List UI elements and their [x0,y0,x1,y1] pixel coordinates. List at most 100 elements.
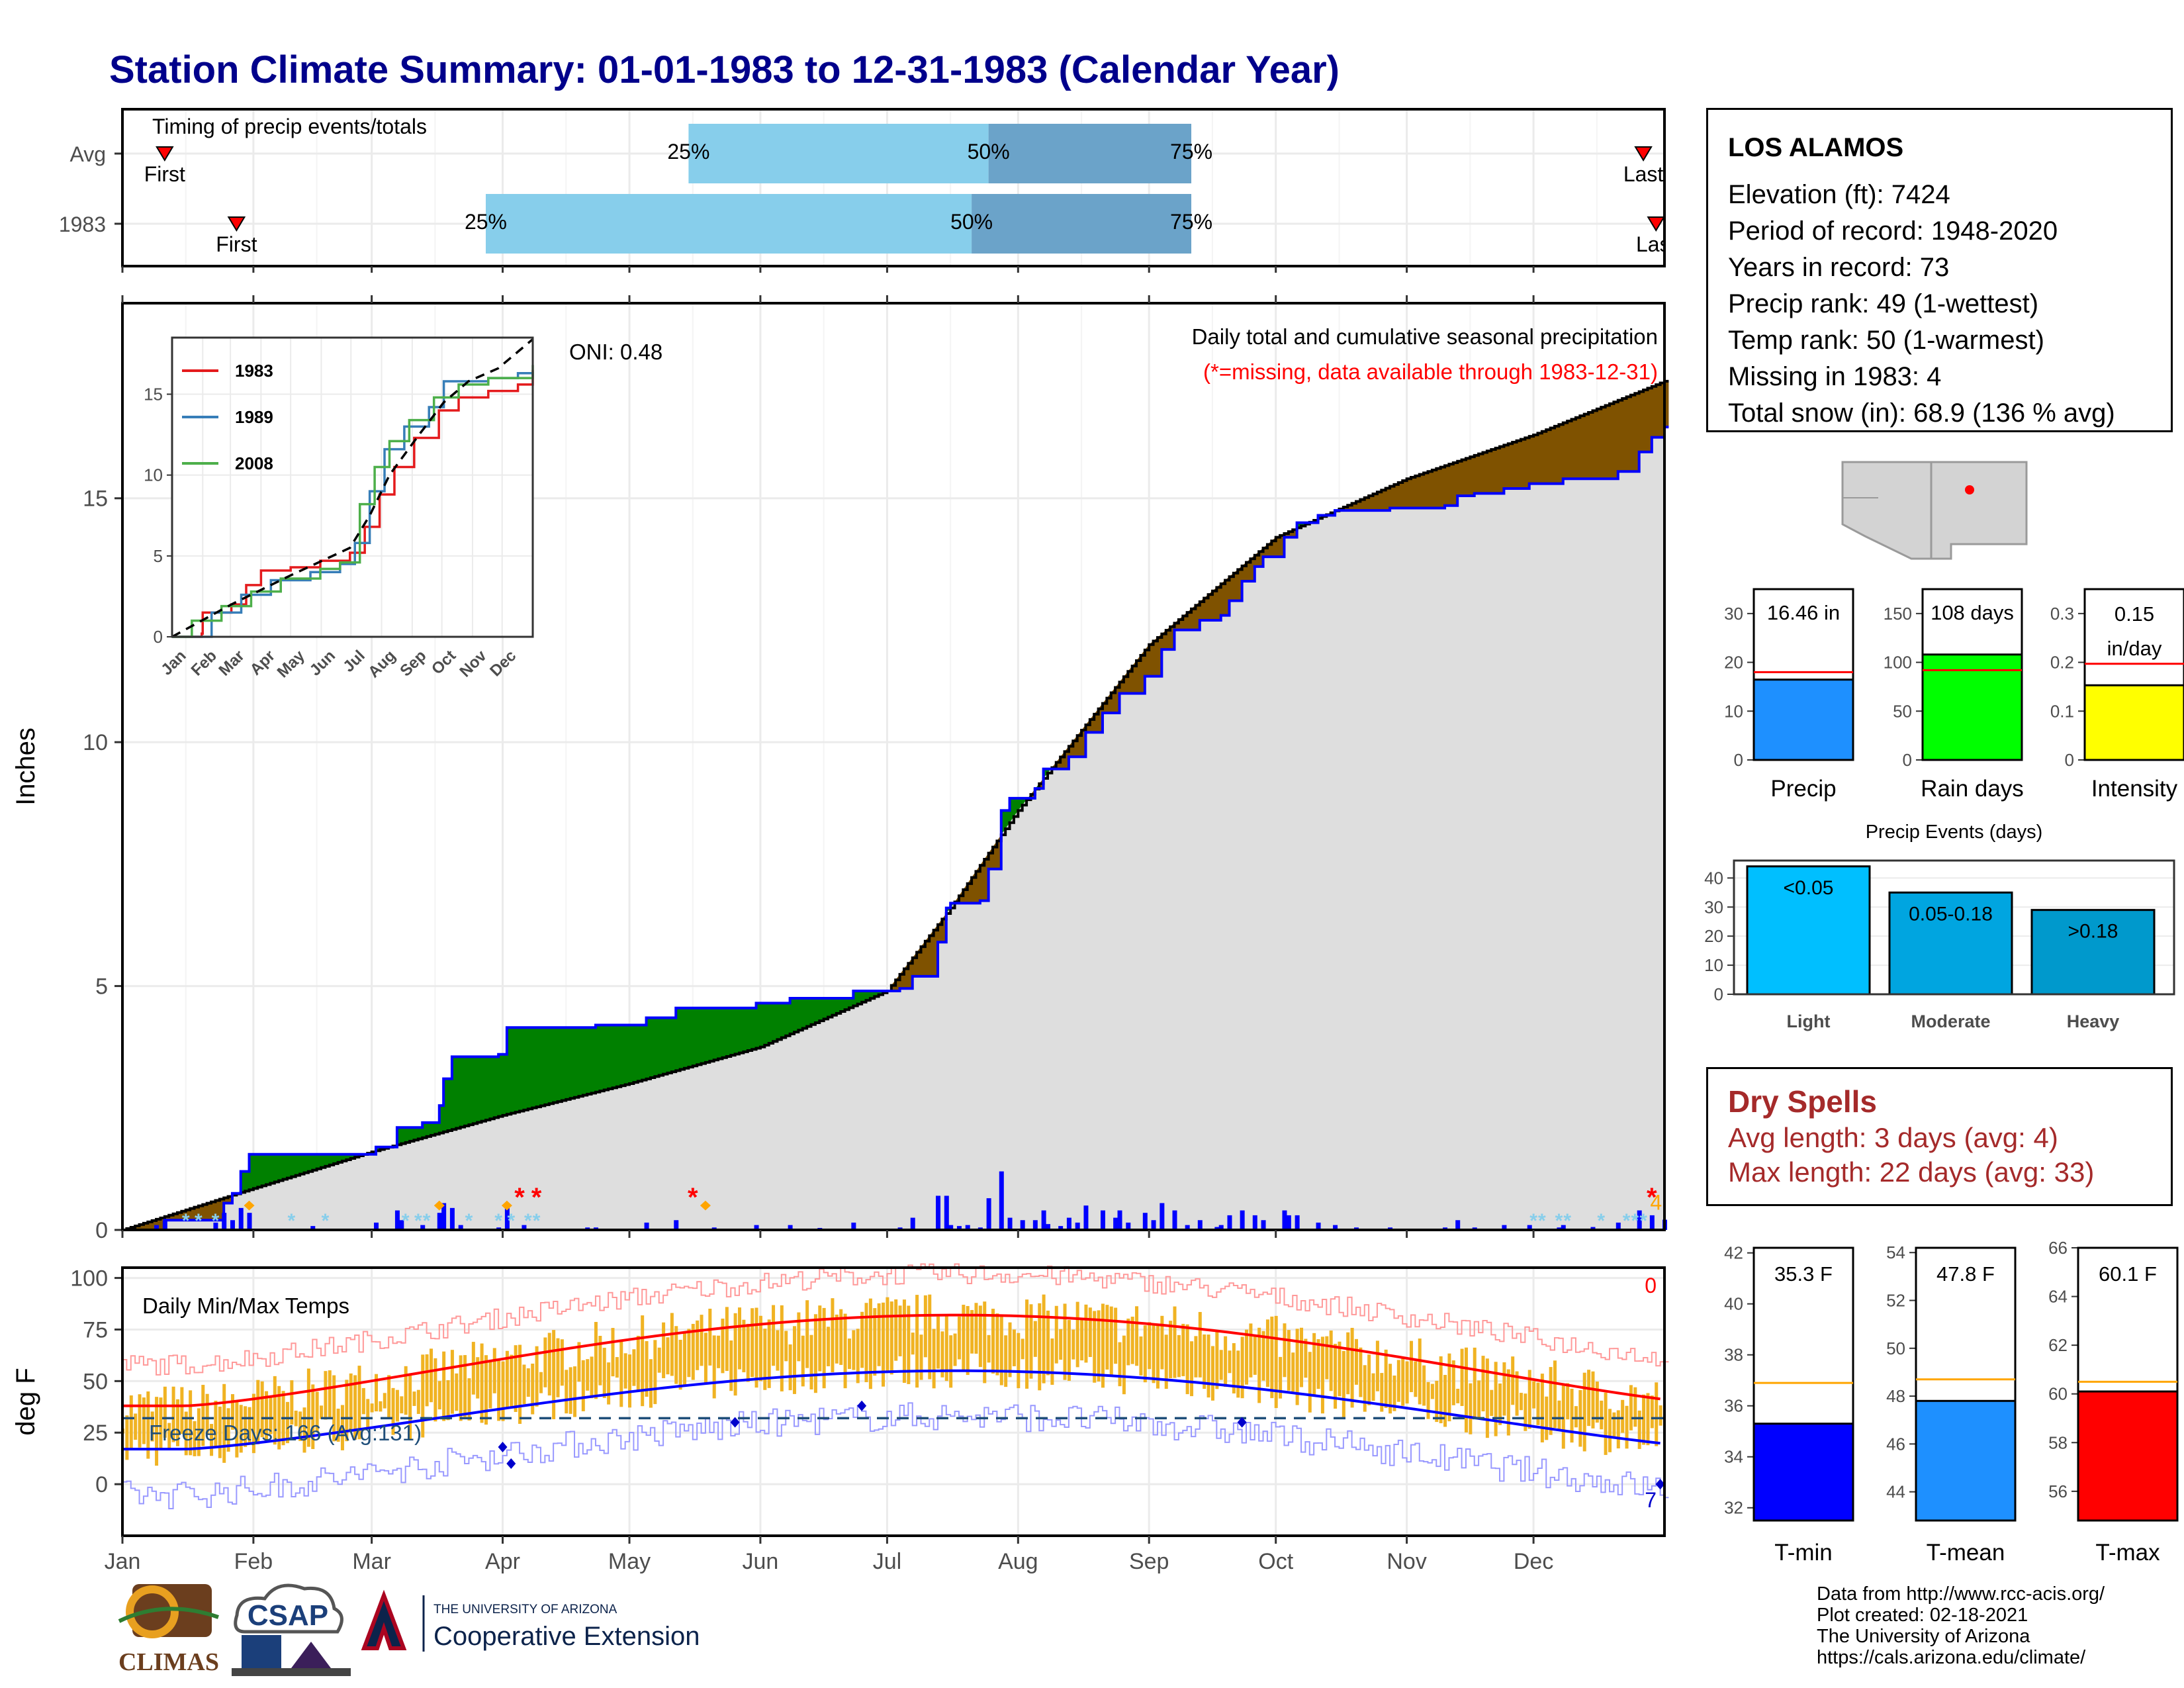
daily-temp-bar [1342,1350,1345,1417]
daily-temp-bar [662,1322,666,1378]
daily-temp-bar [1308,1352,1312,1413]
temp-summary-y-tick-label: 46 [1886,1434,1905,1454]
daily-temp-bar [590,1356,594,1399]
daily-temp-bar [430,1348,433,1403]
daily-temp-bar [970,1309,974,1354]
daily-temp-bar [864,1303,868,1382]
events-y-tick-label: 20 [1704,926,1723,946]
inset-frame [171,336,534,638]
daily-temp-bar [501,1361,505,1421]
main-y-tick-label: 15 [83,487,108,512]
station-snow: Total snow (in): 68.9 (136 % avg) [1728,399,2115,428]
daily-precip-bar [956,1226,962,1230]
daily-temp-bar [1164,1335,1168,1389]
snow-day-marker: * [287,1210,295,1232]
snow-day-marker: * [195,1210,203,1232]
below-normal-fill [126,381,1669,1230]
daily-temp-bar [632,1349,636,1386]
record-low-marker [506,1458,516,1469]
daily-precip-bar [162,1220,167,1230]
missing-day-marker: * [1647,1183,1657,1212]
daily-temp-bar [1498,1383,1502,1425]
summary-y-tick-label: 0.2 [2050,653,2074,673]
temp-y-tick-label: 75 [83,1317,108,1342]
daily-temp-bar [1392,1375,1396,1411]
daily-temp-bar [1608,1409,1612,1452]
daily-temp-bar [214,1401,218,1447]
daily-precip-bar [441,1203,447,1230]
daily-temp-bar [628,1354,632,1408]
daily-precip-bar [458,1225,463,1230]
daily-temp-bar [827,1327,831,1366]
snow-event-diamond [501,1200,512,1211]
daily-temp-bar [1156,1325,1160,1389]
daily-temp-bar [1059,1329,1063,1360]
last-event-marker [1647,216,1665,232]
daily-temp-bar [1287,1330,1291,1391]
temp-summary-y-tick-label: 64 [2048,1287,2068,1307]
record-low-marker [857,1400,867,1411]
daily-temp-bar [611,1328,615,1377]
daily-temp-bar [391,1387,395,1435]
inset-plot-area [172,338,533,637]
temp-summary-value: 47.8 F [1936,1262,1995,1286]
daily-precip-bar [986,1198,991,1230]
daily-temp-bar [1502,1362,1506,1416]
daily-temp-bar [514,1345,518,1413]
daily-temp-bar [1105,1305,1109,1370]
inset-y-tick-label: 0 [154,627,163,647]
daily-precip-bar [1218,1225,1224,1230]
daily-temp-bar [480,1343,484,1423]
timing-panel-label: Timing of precip events/totals [152,115,427,138]
temp-summary-y-tick-label: 56 [2048,1481,2068,1501]
snow-day-marker: * [1563,1210,1571,1232]
daily-temp-bar [159,1397,163,1450]
dry-spells-avg: Avg length: 3 days (avg: 4) [1728,1122,2058,1153]
daily-temp-bar [1582,1372,1586,1452]
summary-y-tick-label: 50 [1893,701,1912,721]
daily-temp-bar [1274,1315,1278,1409]
daily-temp-bar [497,1360,501,1421]
daily-temp-bar [1114,1307,1118,1364]
summary-value-label: 108 days [1931,601,2014,624]
daily-temp-bar [332,1375,336,1442]
precip-events-title: Precip Events (days) [1866,821,2043,843]
daily-temp-bar [1553,1360,1557,1429]
daily-precip-bar [420,1225,426,1230]
daily-precip-bar [910,1217,915,1230]
daily-temp-bar [907,1305,911,1384]
daily-temp-bar [856,1329,860,1383]
daily-temp-bar [1494,1362,1498,1436]
daily-temp-bar [1198,1311,1202,1378]
daily-temp-bar [1409,1340,1413,1393]
inset-x-tick-label: Jul [340,647,369,676]
daily-temp-bar [467,1378,471,1421]
timing-label-75: 75% [1170,140,1212,164]
summary-y-tick-label: 10 [1724,701,1743,721]
daily-temp-bar [944,1316,948,1382]
daily-temp-bar [425,1354,429,1407]
dry-spells-title: Dry Spells [1728,1084,1877,1119]
daily-precip-bar [374,1222,379,1230]
daily-temp-bar [1371,1373,1375,1401]
temp-summary-bar [2077,1390,2179,1522]
snow-day-marker: * [322,1210,330,1232]
daily-temp-bar [1279,1356,1283,1399]
timing-bar-25-50 [485,194,972,254]
daily-temp-bar [898,1305,902,1356]
snow-day-marker: * [423,1210,431,1232]
timing-label-50: 50% [950,210,993,234]
missing-day-marker: * [688,1183,698,1212]
daily-temp-bar [1283,1323,1287,1378]
timing-frame [121,108,1666,267]
daily-temp-bar [535,1346,539,1407]
daily-temp-bar [1210,1346,1214,1401]
daily-temp-bar [1033,1321,1037,1357]
daily-temp-bar [146,1391,150,1459]
daily-temp-bar [619,1340,623,1407]
daily-temp-bar [510,1354,514,1407]
snow-day-marker: * [1538,1210,1546,1232]
page-title: Station Climate Summary: 01-01-1983 to 1… [109,48,1340,91]
snow-event-diamond [433,1200,445,1211]
